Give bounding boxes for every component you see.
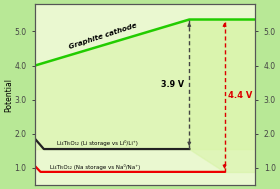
- Text: 4.4 V: 4.4 V: [228, 91, 253, 100]
- Y-axis label: Potential: Potential: [4, 77, 13, 112]
- Text: Graphite cathode: Graphite cathode: [68, 22, 137, 50]
- Text: Li₄Ti₅O₁₂ (Li storage vs Li⁰/Li⁺): Li₄Ti₅O₁₂ (Li storage vs Li⁰/Li⁺): [57, 140, 138, 146]
- Text: 3.9 V: 3.9 V: [161, 80, 184, 89]
- Text: Li₄Ti₅O₁₂ (Na storage vs Na⁰/Na⁺): Li₄Ti₅O₁₂ (Na storage vs Na⁰/Na⁺): [50, 164, 141, 170]
